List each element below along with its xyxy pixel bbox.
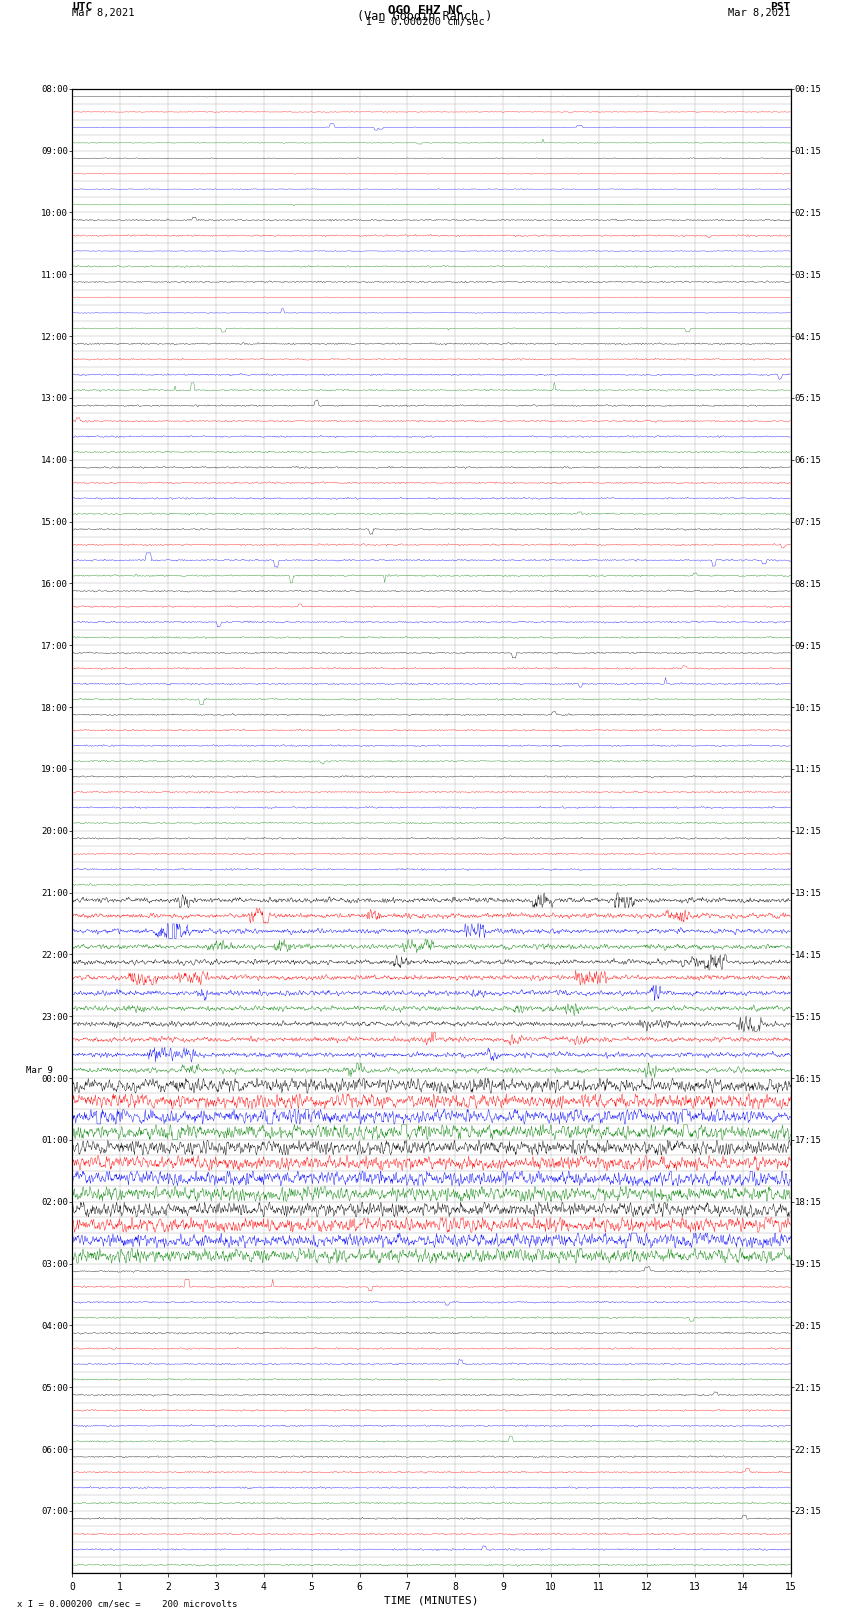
Text: OGO EHZ NC: OGO EHZ NC	[388, 5, 462, 18]
Text: PST: PST	[770, 2, 790, 11]
Text: Mar 8,2021: Mar 8,2021	[728, 8, 791, 18]
Text: UTC: UTC	[72, 2, 93, 11]
Text: Mar 9: Mar 9	[26, 1066, 53, 1074]
Text: Mar 8,2021: Mar 8,2021	[72, 8, 135, 18]
Text: I = 0.000200 cm/sec: I = 0.000200 cm/sec	[366, 18, 484, 27]
X-axis label: TIME (MINUTES): TIME (MINUTES)	[384, 1595, 479, 1607]
Text: x I = 0.000200 cm/sec =    200 microvolts: x I = 0.000200 cm/sec = 200 microvolts	[17, 1598, 237, 1608]
Text: (Van Goodin Ranch ): (Van Goodin Ranch )	[357, 11, 493, 24]
